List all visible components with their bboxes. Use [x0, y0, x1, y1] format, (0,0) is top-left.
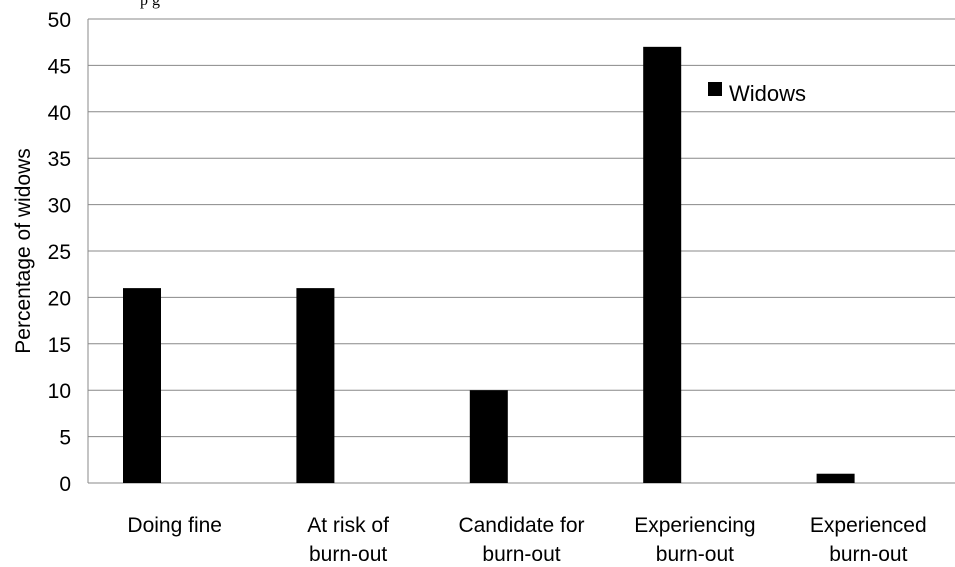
x-category-label: Doing fine	[127, 514, 222, 537]
y-tick-label: 25	[48, 241, 71, 264]
y-axis-ticks: 0 5 10 15 20 25 30 35 40 45 50	[48, 9, 71, 496]
legend: Widows	[708, 81, 806, 106]
bar	[469, 390, 508, 483]
x-category-label: burn-out	[309, 543, 387, 566]
y-tick-label: 0	[59, 473, 71, 496]
y-tick-label: 45	[48, 55, 71, 78]
x-category-label: Candidate for	[458, 514, 584, 537]
y-tick-label: 50	[48, 9, 71, 32]
bars	[123, 46, 855, 484]
x-category-label: burn-out	[656, 543, 734, 566]
grid-lines	[87, 18, 955, 484]
y-tick-label: 20	[48, 287, 71, 310]
x-category-label: At risk of	[307, 514, 389, 537]
y-tick-label: 5	[59, 427, 71, 450]
x-axis-categories: Doing fine At risk of burn-out Candidate fo…	[127, 514, 926, 566]
bar	[296, 288, 335, 483]
x-category-label: Experiencing	[634, 514, 755, 537]
y-tick-label: 35	[48, 148, 71, 171]
y-tick-label: 15	[48, 334, 71, 357]
x-category-label: burn-out	[482, 543, 560, 566]
bar	[643, 46, 682, 484]
x-category-label: Experienced	[810, 514, 927, 537]
x-category-label: burn-out	[829, 543, 907, 566]
bar	[816, 473, 855, 483]
y-axis-label: Percentage of widows	[12, 148, 35, 353]
legend-label: Widows	[729, 81, 806, 106]
y-tick-label: 30	[48, 195, 71, 218]
legend-swatch	[708, 82, 722, 96]
chart-title-fragment: p g	[140, 0, 160, 9]
bar	[123, 288, 161, 483]
y-tick-label: 10	[48, 380, 71, 403]
y-tick-label: 40	[48, 102, 71, 125]
